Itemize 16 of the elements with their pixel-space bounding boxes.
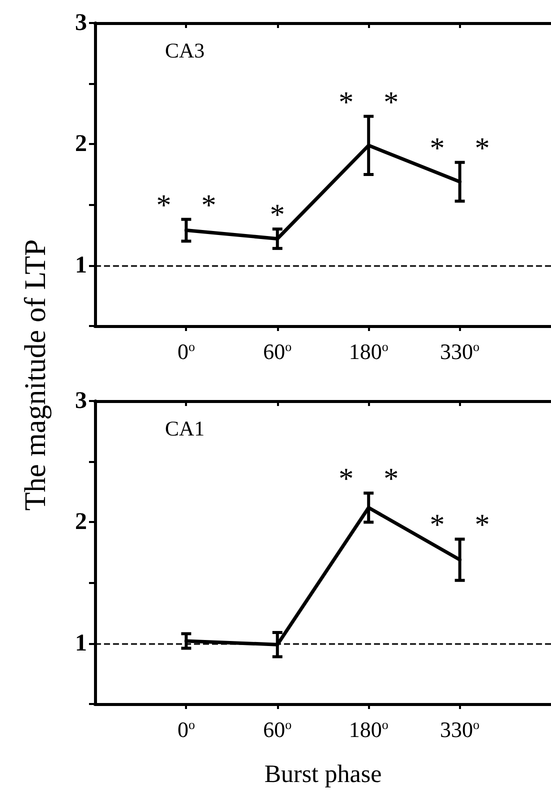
y-tick-label: 1 — [75, 252, 87, 278]
y-axis-title: The magnitude of LTP — [19, 239, 53, 511]
y-tick-label: 2 — [75, 509, 87, 536]
text: CA3 — [165, 38, 205, 62]
text: CA1 — [165, 416, 205, 440]
annotation: * * — [430, 508, 490, 542]
annotation: * * — [430, 132, 490, 165]
annotation: * * — [156, 188, 216, 222]
y-tick-label: 2 — [75, 131, 87, 158]
annotation: * — [270, 198, 285, 232]
y-tick-label: 1 — [75, 630, 87, 656]
x-axis-title: Burst phase — [264, 761, 382, 788]
y-tick-label: 3 — [75, 388, 87, 414]
y-tick-label: 3 — [75, 10, 87, 36]
annotation: * * — [338, 462, 399, 496]
annotation: * * — [338, 86, 399, 119]
